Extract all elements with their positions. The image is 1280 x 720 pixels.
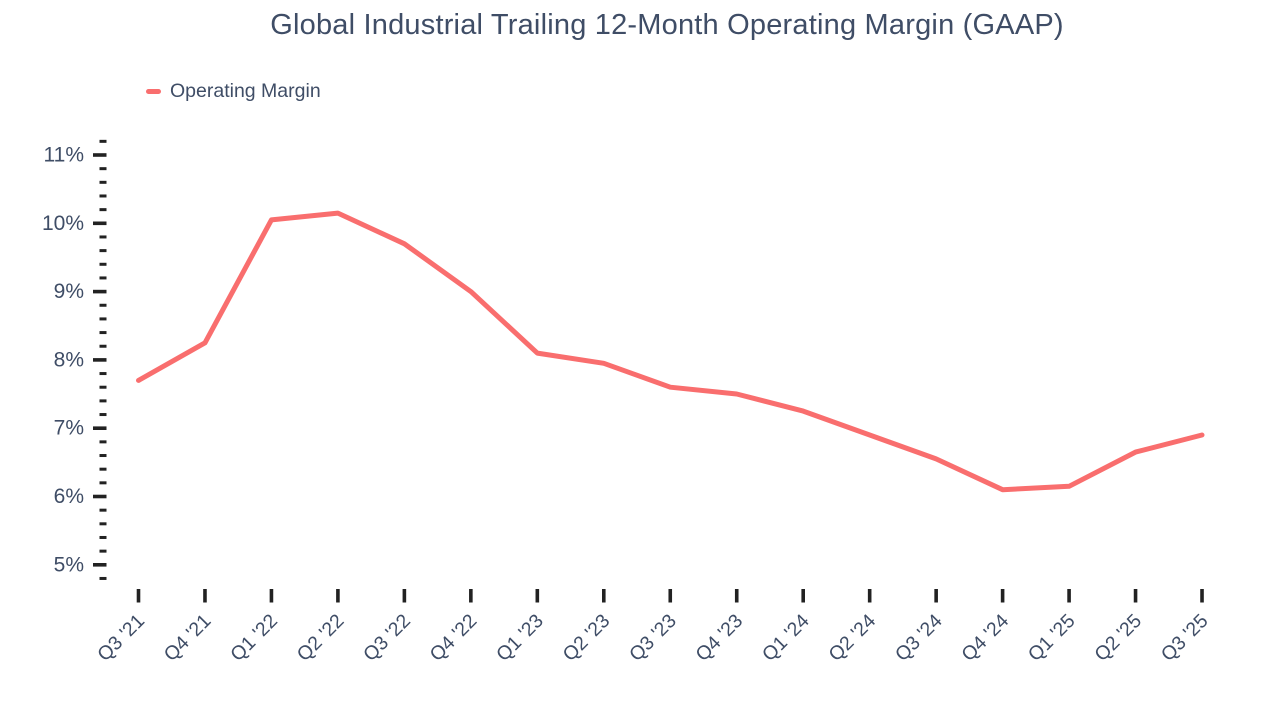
- x-axis-tick-label: Q1 '23: [492, 610, 548, 666]
- y-axis-tick-label: 7%: [54, 417, 84, 440]
- legend-item-operating-margin[interactable]: Operating Margin: [146, 80, 321, 103]
- legend: Operating Margin: [146, 80, 321, 103]
- legend-label: Operating Margin: [170, 80, 321, 102]
- x-axis-tick-label: Q4 '23: [692, 610, 748, 666]
- x-axis-tick-label: Q1 '22: [226, 610, 282, 666]
- x-axis-tick-label: Q2 '25: [1090, 610, 1146, 666]
- y-axis-minor-ticks: [99, 139, 107, 580]
- x-axis-tick-label: Q2 '24: [824, 610, 880, 666]
- x-axis-tick-label: Q2 '22: [293, 610, 349, 666]
- x-axis-tick-label: Q3 '21: [93, 610, 149, 666]
- x-axis-tick-label: Q3 '22: [359, 610, 415, 666]
- chart-title: Global Industrial Trailing 12-Month Oper…: [270, 9, 1064, 41]
- x-axis-ticks: [136, 589, 1204, 603]
- y-axis-tick-label: 6%: [54, 485, 84, 508]
- y-axis-tick-label: 5%: [54, 553, 84, 576]
- x-axis-labels: Q3 '21 Q4 '21 Q1 '22 Q2 '22 Q3 '22 Q4 '22 Q1 '…: [93, 610, 1212, 666]
- x-axis-tick-label: Q3 '23: [625, 610, 681, 666]
- y-axis-tick-label: 11%: [44, 144, 84, 167]
- legend-line-swatch-icon: [146, 89, 161, 94]
- y-axis-tick-label: 8%: [54, 348, 84, 371]
- operating-margin-line: [136, 210, 1205, 493]
- x-axis-tick-label: Q3 '24: [891, 610, 947, 666]
- y-axis-tick-label: 10%: [42, 212, 84, 235]
- x-axis-tick-label: Q3 '25: [1157, 610, 1213, 666]
- x-axis-tick-label: Q4 '21: [160, 610, 216, 666]
- x-axis-tick-label: Q4 '24: [957, 610, 1013, 666]
- y-axis-labels: 5% 6% 7% 8% 9% 10% 11%: [42, 144, 84, 577]
- y-axis-major-ticks: [93, 153, 107, 567]
- x-axis-tick-label: Q1 '25: [1024, 610, 1080, 666]
- x-axis-tick-label: Q2 '23: [559, 610, 615, 666]
- x-axis-tick-label: Q4 '22: [426, 610, 482, 666]
- y-axis-tick-label: 9%: [54, 280, 84, 303]
- x-axis-tick-label: Q1 '24: [758, 610, 814, 666]
